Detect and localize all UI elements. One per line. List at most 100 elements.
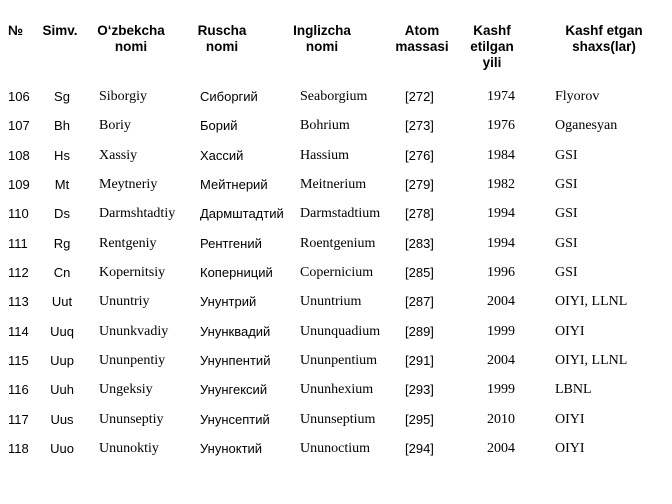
header-cell: Atom xyxy=(404,23,440,38)
table-cell: OIYI xyxy=(555,440,585,456)
table-cell: Seaborgium xyxy=(300,89,368,104)
table-cell: Ungeksiy xyxy=(99,382,153,398)
table-cell: [279] xyxy=(405,176,434,192)
table-cell: 1996 xyxy=(487,264,515,280)
header-cell: O‘zbekcha xyxy=(97,23,165,38)
table-cell: Uut xyxy=(51,294,73,310)
table-cell: Uuo xyxy=(50,440,74,456)
table-cell: 2004 xyxy=(487,294,515,310)
table-cell: Ununkvadiy xyxy=(99,323,169,339)
table-cell: 117 xyxy=(8,411,29,427)
table-cell: 110 xyxy=(8,206,29,222)
table-cell: Ununpentium xyxy=(300,352,377,368)
table-cell: Ununseptium xyxy=(300,411,376,427)
table-cell: 2004 xyxy=(487,352,515,368)
table-cell: Ununpentiy xyxy=(99,352,166,368)
table-cell: 1976 xyxy=(487,118,515,134)
table-cell: Хассий xyxy=(200,147,244,163)
table-cell: Cn xyxy=(53,264,71,280)
table-cell: 2010 xyxy=(487,411,515,427)
table-cell: Рентгений xyxy=(200,235,262,251)
table-cell: Siborgiy xyxy=(99,89,147,104)
table-cell: 114 xyxy=(8,323,29,339)
table-cell: OIYI, LLNL xyxy=(555,352,628,368)
table-cell: Uus xyxy=(50,411,74,427)
table-cell: Сиборгий xyxy=(200,89,258,104)
table-cell: [272] xyxy=(405,89,434,104)
table-cell: Ununoktiy xyxy=(99,440,159,456)
table-cell: Oganesyan xyxy=(555,118,618,134)
table-cell: Коперниций xyxy=(200,264,273,280)
table-cell: [294] xyxy=(405,440,434,456)
header-cell: nomi xyxy=(305,39,339,54)
table-cell: 112 xyxy=(8,264,29,280)
table-cell: Darmstadtium xyxy=(300,206,381,222)
table-cell: [291] xyxy=(405,352,434,368)
table-cell: Meytneriy xyxy=(99,176,158,192)
table-cell: Ununtriy xyxy=(99,294,150,310)
header-cell: etilgan xyxy=(470,39,514,54)
table-cell: Copernicium xyxy=(300,264,374,280)
table-cell: Darmshtadtiy xyxy=(99,206,176,222)
table-cell: 107 xyxy=(8,118,30,134)
table-cell: OIYI, LLNL xyxy=(555,294,628,310)
table-cell: Bohrium xyxy=(300,118,350,134)
table-cell: Борий xyxy=(200,118,238,134)
table-cell: Uup xyxy=(50,352,74,368)
table-cell: Унунсептий xyxy=(200,411,270,427)
table-cell: 1984 xyxy=(487,147,515,163)
table-cell: GSI xyxy=(555,147,578,163)
table-cell: [287] xyxy=(405,294,434,310)
table-cell: Ds xyxy=(54,206,70,222)
header-cell: № xyxy=(8,23,24,38)
table-cell: Унунквадий xyxy=(200,323,271,339)
table-cell: Flyorov xyxy=(555,89,600,104)
table-cell: [285] xyxy=(405,264,434,280)
table-cell: [293] xyxy=(405,382,434,398)
header-cell: yili xyxy=(482,55,502,70)
table-cell: Ununseptiy xyxy=(99,411,164,427)
table-cell: Ununquadium xyxy=(300,323,381,339)
header-cell: massasi xyxy=(395,39,449,54)
table-cell: 1999 xyxy=(487,382,515,398)
table-cell: 116 xyxy=(8,382,29,398)
table-cell: Boriy xyxy=(99,118,131,134)
table-cell: [283] xyxy=(405,235,434,251)
header-cell: Ruscha xyxy=(197,23,247,38)
table-cell: 109 xyxy=(8,176,30,192)
table-cell: Мейтнерий xyxy=(200,176,268,192)
table-cell: Ununoctium xyxy=(300,440,370,456)
table-cell: Rg xyxy=(53,235,71,251)
table-cell: 111 xyxy=(8,235,28,251)
table-cell: Hassium xyxy=(300,147,349,163)
table-cell: Roentgenium xyxy=(300,235,376,251)
table-cell: Ununtrium xyxy=(300,294,362,310)
table-cell: 1994 xyxy=(487,235,515,251)
table-cell: GSI xyxy=(555,206,578,222)
table-cell: Uuq xyxy=(50,323,74,339)
table-cell: Xassiy xyxy=(99,147,138,163)
table-cell: 1999 xyxy=(487,323,515,339)
table-cell: 113 xyxy=(8,294,29,310)
table-cell: 106 xyxy=(8,89,30,104)
table-cell: [278] xyxy=(405,206,434,222)
table-cell: 115 xyxy=(8,352,29,368)
table-cell: Hs xyxy=(54,147,70,163)
table-cell: 118 xyxy=(8,440,29,456)
header-cell: Simv. xyxy=(42,23,78,38)
table-cell: LBNL xyxy=(555,382,592,398)
table-cell: GSI xyxy=(555,176,578,192)
header-cell: shaxs(lar) xyxy=(572,39,636,54)
header-cell: nomi xyxy=(205,39,239,54)
table-cell: 1974 xyxy=(487,89,515,104)
table-cell: GSI xyxy=(555,235,578,251)
table-cell: Унунпентий xyxy=(200,352,271,368)
table-cell: [276] xyxy=(405,147,434,163)
table-cell: [289] xyxy=(405,323,434,339)
table-cell: [295] xyxy=(405,411,434,427)
table-cell: Kopernitsiy xyxy=(99,264,166,280)
table-cell: 1982 xyxy=(487,176,515,192)
table-cell: Meitnerium xyxy=(300,176,367,192)
header-cell: Kashf etgan xyxy=(565,23,643,38)
